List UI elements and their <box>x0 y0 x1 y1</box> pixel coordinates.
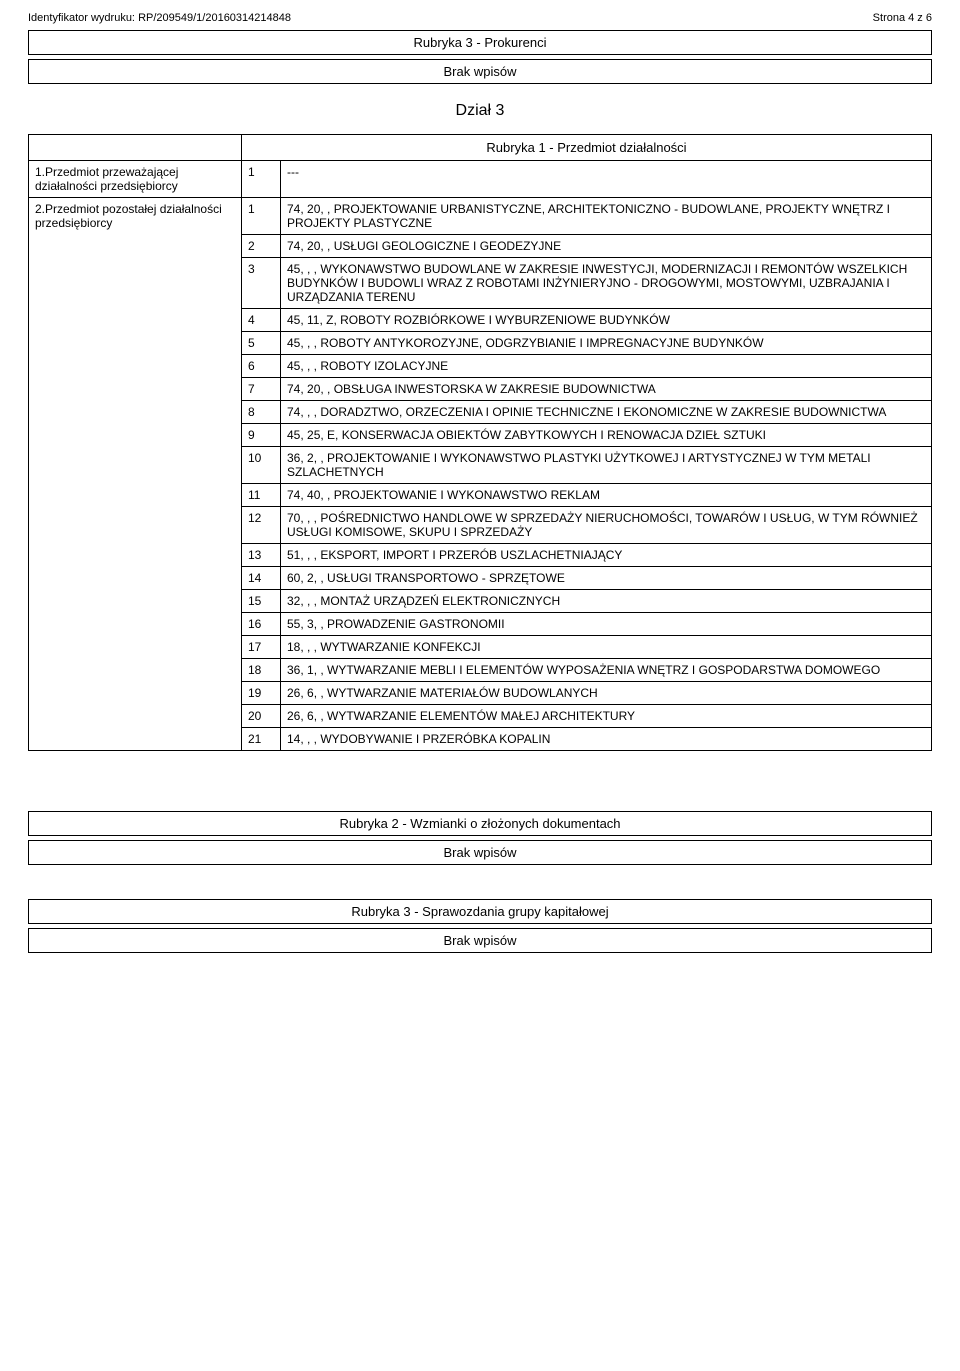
row2-item-num: 8 <box>242 401 281 424</box>
row2-item-val: 26, 6, , WYTWARZANIE MATERIAŁÓW BUDOWLAN… <box>281 682 932 705</box>
row2-item-num: 20 <box>242 705 281 728</box>
rubryka2-title: Rubryka 2 - Wzmianki o złożonych dokumen… <box>28 811 932 836</box>
row2-item-num: 11 <box>242 484 281 507</box>
row2-item-val: 51, , , EKSPORT, IMPORT I PRZERÓB USZLAC… <box>281 544 932 567</box>
row2-item-val: 74, 20, , PROJEKTOWANIE URBANISTYCZNE, A… <box>281 198 932 235</box>
row2-item-val: 60, 2, , USŁUGI TRANSPORTOWO - SPRZĘTOWE <box>281 567 932 590</box>
row2-item-val: 55, 3, , PROWADZENIE GASTRONOMII <box>281 613 932 636</box>
row2-item-num: 12 <box>242 507 281 544</box>
row2-item-val: 70, , , POŚREDNICTWO HANDLOWE W SPRZEDAŻ… <box>281 507 932 544</box>
row2-item-num: 15 <box>242 590 281 613</box>
row2-item-val: 32, , , MONTAŻ URZĄDZEŃ ELEKTRONICZNYCH <box>281 590 932 613</box>
row2-item-val: 45, , , ROBOTY IZOLACYJNE <box>281 355 932 378</box>
row2-item-val: 45, 11, Z, ROBOTY ROZBIÓRKOWE I WYBURZEN… <box>281 309 932 332</box>
row2-item-num: 7 <box>242 378 281 401</box>
print-id-label: Identyfikator wydruku: <box>28 12 135 24</box>
row2-item-num: 1 <box>242 198 281 235</box>
rubryka1-table: Rubryka 1 - Przedmiot działalności 1.Prz… <box>28 134 932 751</box>
row2-item-val: 74, 40, , PROJEKTOWANIE I WYKONAWSTWO RE… <box>281 484 932 507</box>
row2-item-num: 17 <box>242 636 281 659</box>
row2-item-val: 45, , , ROBOTY ANTYKOROZYJNE, ODGRZYBIAN… <box>281 332 932 355</box>
row2-item-num: 14 <box>242 567 281 590</box>
print-id-value: RP/209549/1/20160314214848 <box>138 12 291 24</box>
row2-item-val: 74, , , DORADZTWO, ORZECZENIA I OPINIE T… <box>281 401 932 424</box>
row2-item-val: 26, 6, , WYTWARZANIE ELEMENTÓW MAŁEJ ARC… <box>281 705 932 728</box>
row2-item-num: 4 <box>242 309 281 332</box>
row2-item-val: 36, 1, , WYTWARZANIE MEBLI I ELEMENTÓW W… <box>281 659 932 682</box>
row1-item-num: 1 <box>242 161 281 198</box>
row2-item-val: 14, , , WYDOBYWANIE I PRZERÓBKA KOPALIN <box>281 728 932 751</box>
row2-item-val: 36, 2, , PROJEKTOWANIE I WYKONAWSTWO PLA… <box>281 447 932 484</box>
rubryka3b-empty: Brak wpisów <box>28 928 932 953</box>
rubryka3-title: Rubryka 3 - Prokurenci <box>28 30 932 55</box>
row2-item-val: 45, 25, E, KONSERWACJA OBIEKTÓW ZABYTKOW… <box>281 424 932 447</box>
row2-label: 2.Przedmiot pozostałej działalności prze… <box>29 198 242 751</box>
row2-item-num: 2 <box>242 235 281 258</box>
print-id: Identyfikator wydruku: RP/209549/1/20160… <box>28 12 291 24</box>
row2-item-num: 16 <box>242 613 281 636</box>
row2-item-num: 21 <box>242 728 281 751</box>
row2-item-num: 9 <box>242 424 281 447</box>
row2-item-val: 18, , , WYTWARZANIE KONFEKCJI <box>281 636 932 659</box>
row2-item-num: 3 <box>242 258 281 309</box>
rubryka3b-title: Rubryka 3 - Sprawozdania grupy kapitałow… <box>28 899 932 924</box>
row2-item-num: 5 <box>242 332 281 355</box>
page-header: Identyfikator wydruku: RP/209549/1/20160… <box>28 12 932 24</box>
dzial-title: Dział 3 <box>28 102 932 120</box>
rubryka2-empty: Brak wpisów <box>28 840 932 865</box>
row2-item-num: 6 <box>242 355 281 378</box>
row2-item-num: 19 <box>242 682 281 705</box>
rubryka1-title: Rubryka 1 - Przedmiot działalności <box>242 135 932 161</box>
page-number: Strona 4 z 6 <box>873 12 932 24</box>
row2-item-num: 13 <box>242 544 281 567</box>
row2-item-val: 74, 20, , USŁUGI GEOLOGICZNE I GEODEZYJN… <box>281 235 932 258</box>
row2-item-num: 18 <box>242 659 281 682</box>
row2-item-val: 74, 20, , OBSŁUGA INWESTORSKA W ZAKRESIE… <box>281 378 932 401</box>
row2-item-num: 10 <box>242 447 281 484</box>
rubryka3-empty: Brak wpisów <box>28 59 932 84</box>
row1-label: 1.Przedmiot przeważającej działalności p… <box>29 161 242 198</box>
row2-item-val: 45, , , WYKONAWSTWO BUDOWLANE W ZAKRESIE… <box>281 258 932 309</box>
row1-item-val: --- <box>281 161 932 198</box>
